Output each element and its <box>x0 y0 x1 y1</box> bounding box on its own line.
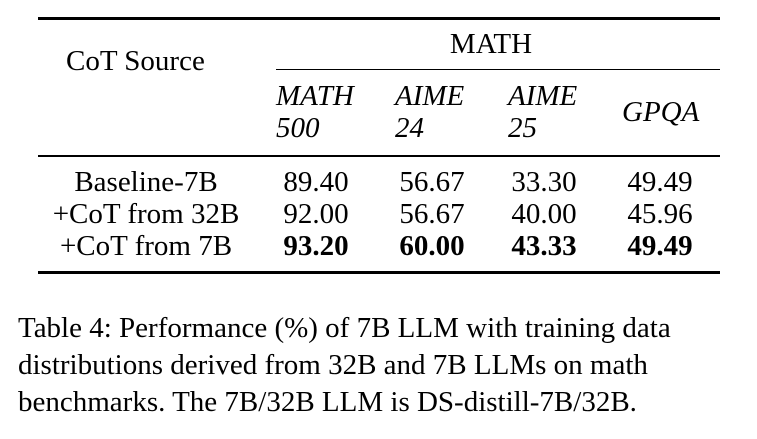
table-cell-best: 60.00 <box>399 230 465 262</box>
column-header-aime24: AIME 24 <box>395 80 464 144</box>
column-header-line: 24 <box>395 112 424 144</box>
table-cell: 45.96 <box>627 198 693 230</box>
table-mid-rule <box>38 155 720 157</box>
row-label: +CoT from 7B <box>59 230 233 262</box>
column-header-line: 500 <box>276 112 320 144</box>
table-cell: 33.30 <box>511 166 577 198</box>
cot-source-header: CoT Source <box>66 45 205 77</box>
table-cell: 40.00 <box>511 198 577 230</box>
column-header-line: GPQA <box>622 96 700 128</box>
table-bottom-rule <box>38 271 720 274</box>
table-cell-best: 43.33 <box>511 230 577 262</box>
table-cell: 49.49 <box>627 166 693 198</box>
table-cell: 56.67 <box>399 198 465 230</box>
table-top-rule <box>38 17 720 20</box>
column-header-aime25: AIME 25 <box>508 80 577 144</box>
table-caption: Table 4: Performance (%) of 7B LLM with … <box>18 312 671 418</box>
column-header-line: MATH <box>276 80 354 112</box>
table-cell: 92.00 <box>283 198 349 230</box>
row-label: +CoT from 32B <box>52 198 240 230</box>
table-cell: 89.40 <box>283 166 349 198</box>
group-underline <box>276 69 720 70</box>
row-label: Baseline-7B <box>74 166 218 198</box>
column-header-line: 25 <box>508 112 537 144</box>
table-cell: 56.67 <box>399 166 465 198</box>
table-cell-best: 49.49 <box>627 230 693 262</box>
column-header-line: AIME <box>395 80 465 112</box>
table-cell-best: 93.20 <box>283 230 349 262</box>
column-header-gpqa: GPQA <box>622 96 699 128</box>
column-header-line: AIME <box>508 80 578 112</box>
math-group-header: MATH <box>449 28 533 60</box>
column-header-math500: MATH 500 <box>276 80 354 144</box>
